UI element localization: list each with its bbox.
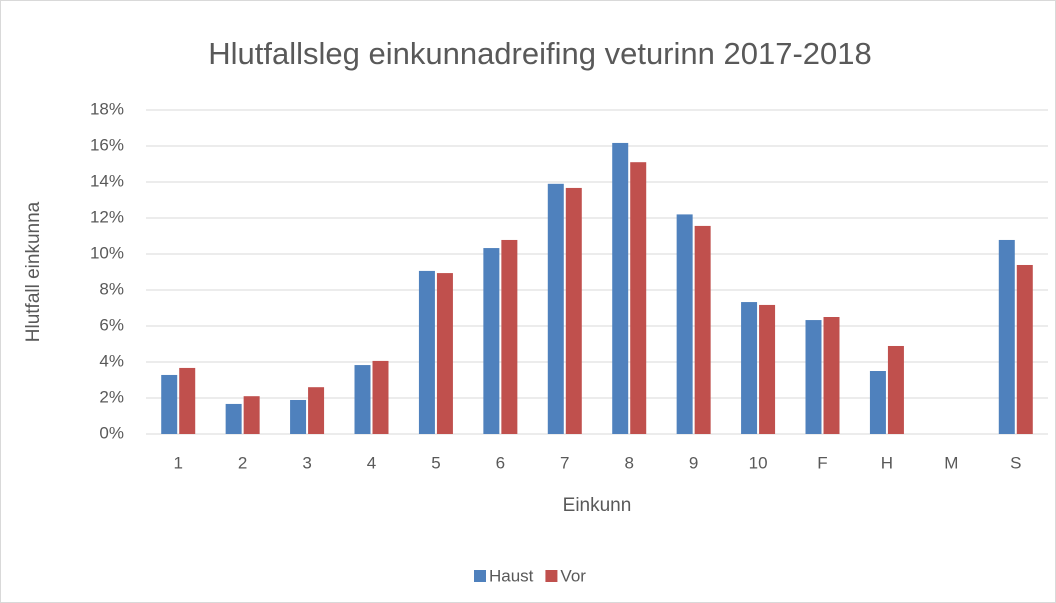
x-tick-label: 3 — [302, 453, 311, 472]
y-tick-label: 16% — [90, 135, 124, 154]
bar — [869, 371, 886, 434]
x-tick-label: S — [1010, 453, 1021, 472]
bar — [887, 345, 904, 434]
x-tick-label: 6 — [496, 453, 505, 472]
bar — [676, 214, 693, 434]
bar — [823, 317, 840, 434]
x-tick-label: 10 — [749, 453, 768, 472]
bar — [372, 360, 389, 434]
y-tick-label: 0% — [99, 423, 124, 442]
y-tick-label: 2% — [99, 387, 124, 406]
y-tick-label: 4% — [99, 351, 124, 370]
bar — [998, 239, 1015, 434]
bar — [161, 374, 178, 434]
y-tick-label: 18% — [90, 99, 124, 118]
bar — [694, 225, 711, 434]
bar — [243, 396, 260, 434]
x-axis-title: Einkunn — [563, 495, 632, 516]
legend-label: Vor — [560, 566, 586, 585]
bar — [290, 399, 307, 434]
bar — [805, 320, 822, 434]
legend-swatch — [545, 570, 558, 582]
x-tick-label: 9 — [689, 453, 698, 472]
bar — [225, 403, 242, 434]
bar — [1016, 264, 1033, 434]
legend-label: Haust — [489, 566, 534, 585]
x-tick-label: 8 — [624, 453, 633, 472]
legend-swatch — [474, 570, 486, 582]
bar — [547, 183, 564, 434]
bar — [436, 273, 453, 434]
y-tick-label: 14% — [90, 171, 124, 190]
bar — [612, 142, 629, 434]
y-tick-label: 10% — [90, 243, 124, 262]
y-tick-label: 12% — [90, 207, 124, 226]
bar — [501, 239, 518, 434]
bar — [565, 187, 582, 434]
bar — [354, 365, 371, 434]
x-tick-label: 2 — [238, 453, 247, 472]
x-tick-label: H — [881, 453, 893, 472]
x-tick-label: 7 — [560, 453, 569, 472]
y-tick-label: 8% — [99, 279, 124, 298]
x-tick-label: M — [944, 453, 958, 472]
bar — [759, 304, 776, 434]
bar — [179, 367, 196, 434]
x-tick-label: 4 — [367, 453, 376, 472]
bar — [308, 387, 325, 434]
y-tick-label: 6% — [99, 315, 124, 334]
x-tick-label: 5 — [431, 453, 440, 472]
bar — [483, 248, 500, 434]
x-tick-label: F — [817, 453, 827, 472]
bar — [741, 302, 758, 434]
y-axis-title: Hlutfall einkunna — [23, 201, 44, 342]
x-tick-label: 1 — [173, 453, 182, 472]
bar — [630, 162, 647, 434]
bar — [418, 270, 435, 434]
chart-title: Hlutfallsleg einkunnadreifing veturinn 2… — [208, 36, 872, 71]
